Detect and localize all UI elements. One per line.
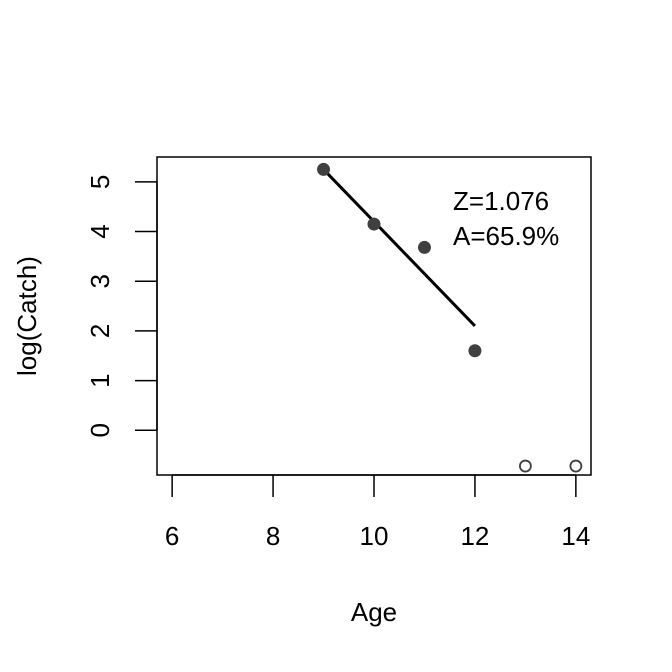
excluded-data-point [569, 459, 583, 473]
data-point [367, 217, 381, 231]
x-tick-label: 14 [561, 521, 590, 551]
x-tick-label: 12 [460, 521, 489, 551]
y-tick-label: 2 [85, 324, 115, 338]
y-tick-label: 5 [85, 175, 115, 189]
y-tick-label: 0 [85, 423, 115, 437]
data-point [468, 344, 482, 358]
data-point [317, 162, 331, 176]
x-tick-label: 8 [266, 521, 280, 551]
y-tick-label: 4 [85, 224, 115, 238]
x-axis: 6 8 10 12 14 [165, 474, 590, 551]
y-tick-label: 1 [85, 373, 115, 387]
y-axis-title: log(Catch) [12, 256, 42, 376]
regression-line-group [322, 168, 477, 327]
data-point [417, 240, 431, 254]
x-tick-label: 6 [165, 521, 179, 551]
excluded-data-point [518, 459, 532, 473]
data-points [317, 162, 583, 473]
regression-line [322, 168, 477, 327]
annotation-z: Z=1.076 [453, 186, 549, 216]
x-axis-title: Age [351, 597, 397, 627]
y-tick-label: 3 [85, 274, 115, 288]
annotation-a: A=65.9% [453, 221, 559, 251]
y-axis: 0 1 2 3 4 5 [85, 175, 158, 438]
x-tick-label: 10 [360, 521, 389, 551]
